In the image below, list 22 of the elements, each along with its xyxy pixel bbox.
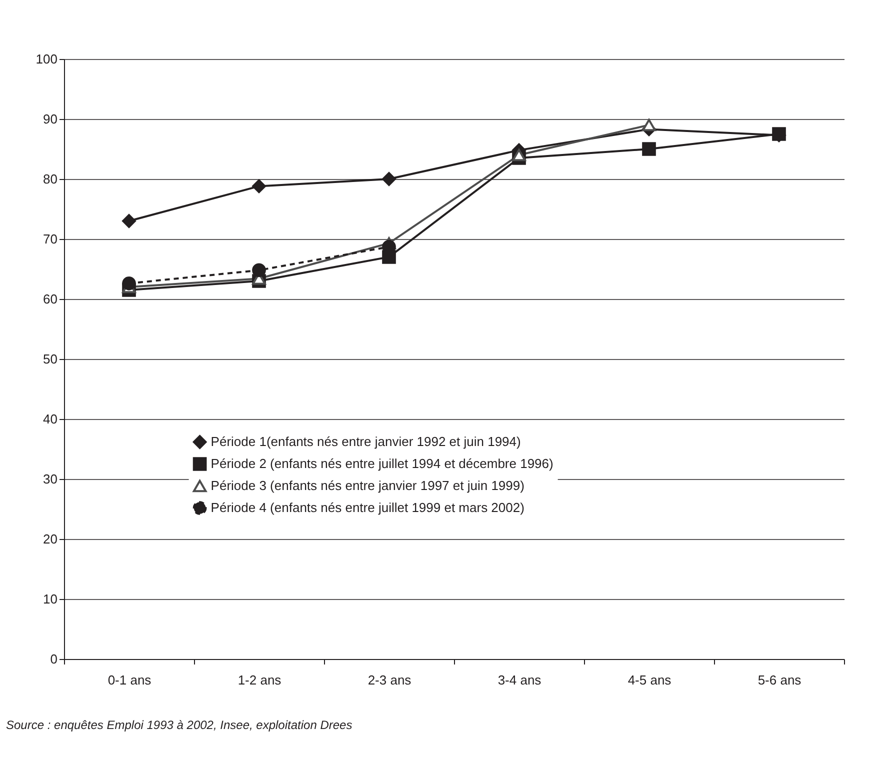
x-tick-label: 3-4 ans xyxy=(498,672,542,688)
y-tick-label: 90 xyxy=(43,112,58,126)
x-tick-label: 4-5 ans xyxy=(628,672,672,688)
y-tick-label: 70 xyxy=(43,232,58,246)
y-tick-label: 60 xyxy=(43,292,58,306)
y-tick-label: 20 xyxy=(43,532,58,546)
x-tick-label: 0-1 ans xyxy=(108,672,152,688)
x-tick-label: 1-2 ans xyxy=(238,672,282,688)
source-note: Source : enquêtes Emploi 1993 à 2002, Insee, exploitation Drees xyxy=(6,718,354,732)
legend-label: Période 1(enfants nés entre janvier 1992 et juin 1994) xyxy=(210,434,521,449)
y-tick-label: 30 xyxy=(43,472,58,486)
y-tick-label: 100 xyxy=(36,52,58,66)
y-tick-label: 40 xyxy=(43,412,58,426)
y-tick-label: 50 xyxy=(43,352,58,366)
x-tick-label: 5-6 ans xyxy=(758,672,802,688)
legend-label: Période 4 (enfants nés entre juillet 1999 et mars 2002) xyxy=(210,500,524,515)
x-tick-label: 2-3 ans xyxy=(368,672,412,688)
y-tick-label: 10 xyxy=(43,592,58,606)
y-tick-label: 0 xyxy=(50,652,58,666)
legend-label: Période 2 (enfants nés entre juillet 1994 et décembre 1996) xyxy=(210,456,554,471)
legend-label: Période 3 (enfants nés entre janvier 1997 et juin 1999) xyxy=(210,478,524,493)
y-tick-label: 80 xyxy=(43,172,58,186)
